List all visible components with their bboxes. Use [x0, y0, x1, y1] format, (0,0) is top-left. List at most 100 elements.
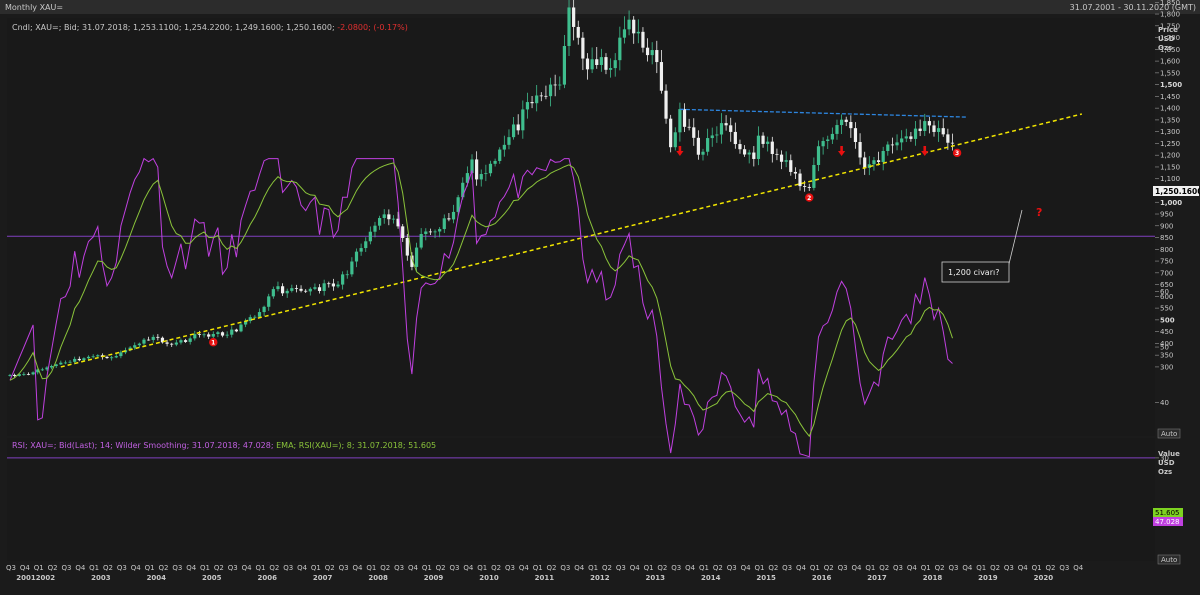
candle-body: [645, 47, 650, 56]
candle-body: [590, 59, 594, 70]
price-tick-label: 1,000: [1160, 199, 1182, 207]
candle-body: [715, 134, 719, 136]
candle-body: [308, 288, 312, 292]
candle-body: [913, 128, 918, 139]
price-auto-label: Auto: [1161, 430, 1177, 438]
candle-body: [63, 362, 68, 364]
rsi-tick-label: 30: [1160, 454, 1169, 462]
price-tick-label: 650: [1160, 281, 1173, 289]
year-label: 2006: [257, 574, 277, 582]
candle-body: [742, 149, 747, 155]
price-tick-label: 1,250: [1160, 140, 1180, 148]
quarter-label: Q4: [741, 564, 752, 572]
candle-body: [498, 149, 502, 161]
candle-body: [331, 283, 335, 287]
candle-body: [438, 229, 442, 232]
rsi-lines: [9, 157, 953, 458]
candle-body: [516, 124, 520, 131]
candle-body: [840, 119, 844, 126]
price-tick-label: 950: [1160, 211, 1173, 219]
last-price-tag: [1153, 186, 1199, 196]
candle-body: [290, 288, 294, 291]
quarter-label: Q3: [505, 564, 515, 572]
quarter-label: Q3: [1004, 564, 1014, 572]
year-label: 2012: [590, 574, 610, 582]
candle-body: [821, 141, 825, 147]
candle-body: [909, 136, 913, 139]
circle-marker-label: 1: [211, 340, 215, 347]
candle-body: [424, 231, 428, 235]
candle-body: [766, 141, 770, 144]
candle-body: [350, 261, 354, 275]
candle-body: [572, 7, 576, 27]
candle-body: [36, 369, 40, 373]
quarter-label: Q3: [671, 564, 681, 572]
overlay-lines: [60, 108, 1083, 368]
quarter-label: Q3: [283, 564, 293, 572]
candle-body: [812, 165, 816, 188]
quarter-label: Q1: [533, 564, 543, 572]
quarter-label: Q2: [325, 564, 335, 572]
candle-body: [479, 174, 483, 180]
price-tick-label: 300: [1160, 363, 1173, 371]
price-tick-label: 750: [1160, 258, 1173, 266]
candle-body: [378, 218, 382, 226]
rsi-tick-label: 60: [1160, 288, 1169, 296]
price-tick-label: 1,800: [1160, 11, 1180, 19]
candle-body: [54, 364, 58, 367]
candle-body: [285, 290, 289, 294]
candle-body: [761, 135, 765, 144]
quarter-label: Q3: [61, 564, 71, 572]
candle-body: [267, 296, 271, 307]
candle-body: [465, 173, 469, 183]
candle-body: [220, 332, 225, 336]
year-label: 2019: [978, 574, 998, 582]
candle-body: [641, 31, 645, 48]
quarter-label: Q4: [297, 564, 308, 572]
candle-body: [678, 109, 682, 133]
quarter-label: Q4: [1018, 564, 1029, 572]
candle-body: [354, 251, 359, 262]
quarter-label: Q2: [824, 564, 834, 572]
quarter-label: Q4: [851, 564, 862, 572]
candle-body: [525, 102, 530, 110]
quarter-label: Q3: [228, 564, 238, 572]
price-auto-button[interactable]: [1157, 428, 1181, 439]
quarter-label: Q3: [394, 564, 404, 572]
quarter-label: Q4: [186, 564, 197, 572]
candle-body: [271, 289, 275, 297]
candle-body: [535, 95, 539, 104]
candle-body: [13, 374, 17, 376]
price-tick-label: 400: [1160, 340, 1173, 348]
price-panel[interactable]: [7, 18, 1155, 436]
quarter-label: Q2: [436, 564, 446, 572]
candle-body: [26, 373, 31, 375]
candle-body: [405, 237, 409, 256]
year-label: 2009: [424, 574, 444, 582]
rsi-info: RSI; XAU=; Bid(Last); 14; Wilder Smoothi…: [12, 441, 436, 450]
candle-body: [710, 135, 714, 139]
candle-body: [133, 345, 137, 348]
quarter-label: Q4: [1073, 564, 1084, 572]
candle-body: [488, 163, 493, 174]
quarter-label: Q4: [630, 564, 641, 572]
candle-body: [96, 355, 100, 357]
candle-body: [225, 334, 229, 336]
quarter-label: Q1: [366, 564, 376, 572]
year-label: 2004: [147, 574, 167, 582]
rsi-panel[interactable]: [7, 438, 1155, 561]
candle-body: [110, 357, 114, 359]
quarter-label: Q3: [1059, 564, 1069, 572]
rsi-auto-button[interactable]: [1157, 554, 1181, 565]
rsi-last-label: 47.028: [1155, 518, 1180, 526]
price-tick-label: 700: [1160, 269, 1173, 277]
candle-body: [244, 321, 248, 325]
candle-body: [558, 84, 562, 86]
quarter-label: Q1: [699, 564, 709, 572]
candle-body: [451, 211, 456, 220]
candle-body: [165, 342, 169, 344]
candle-body: [872, 160, 876, 165]
candle-body: [618, 37, 622, 61]
quarter-label: Q2: [269, 564, 279, 572]
candle-body: [59, 362, 63, 365]
